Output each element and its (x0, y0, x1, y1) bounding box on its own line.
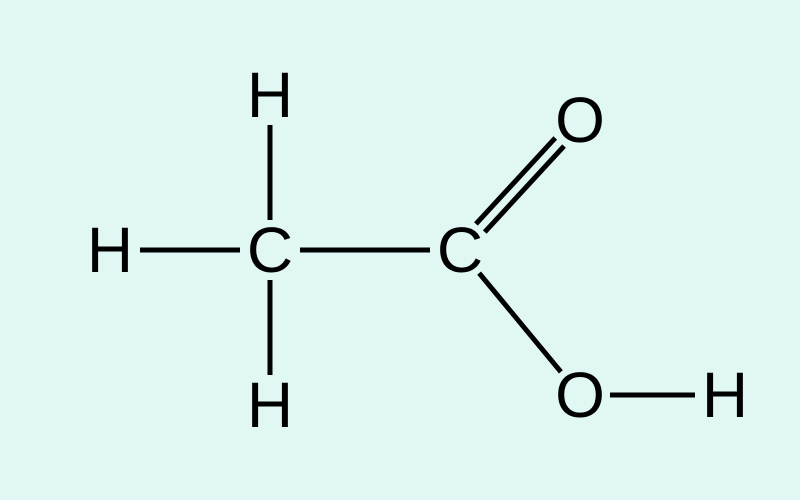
molecule-diagram: C C H H H O O H (0, 0, 800, 500)
atom-label: O (555, 84, 605, 156)
atom-label: C (437, 214, 483, 286)
atom-label: H (247, 59, 293, 131)
atom-label: O (555, 359, 605, 431)
atom-label: C (247, 214, 293, 286)
atom-label: H (247, 369, 293, 441)
atom-label: H (87, 214, 133, 286)
atom-label: H (702, 359, 748, 431)
